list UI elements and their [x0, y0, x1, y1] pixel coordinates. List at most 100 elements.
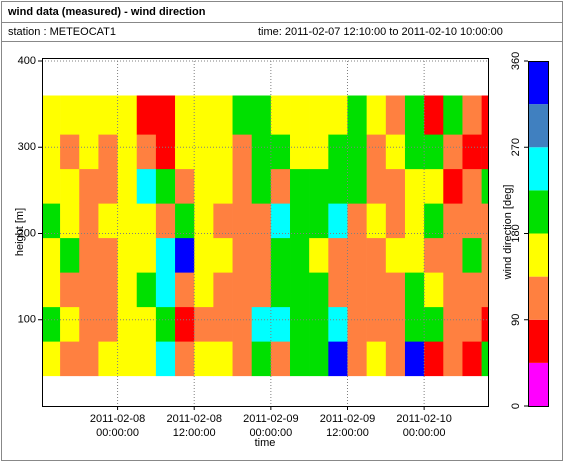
cell [79, 95, 99, 135]
cell [309, 341, 329, 377]
cell [213, 95, 233, 135]
cell [60, 95, 80, 135]
cell [481, 203, 489, 239]
cell [347, 134, 367, 170]
cell [79, 341, 99, 377]
cell [366, 134, 387, 170]
cell [232, 237, 252, 273]
cell [117, 134, 138, 170]
cell [404, 272, 425, 308]
cell [309, 203, 329, 239]
cell [404, 95, 425, 135]
cell [328, 168, 348, 204]
x-tick-label: 2011-02-09 00:00:00 [243, 413, 298, 439]
cell [60, 134, 80, 170]
cell [443, 306, 463, 342]
cell [194, 306, 214, 342]
colorbar-segment [528, 276, 548, 320]
cell [385, 341, 406, 377]
cell [270, 272, 291, 308]
cell [175, 134, 195, 170]
cell [251, 168, 272, 204]
cell [404, 306, 425, 342]
cell [462, 203, 482, 239]
cell [117, 95, 138, 135]
cell [290, 95, 310, 135]
cell [79, 168, 99, 204]
cell [424, 203, 444, 239]
cell [60, 272, 80, 308]
cell [366, 95, 387, 135]
cell [117, 272, 138, 308]
cell [290, 306, 310, 342]
cell [328, 134, 348, 170]
cell [42, 203, 61, 239]
cell [309, 237, 329, 273]
cell [309, 272, 329, 308]
cell [481, 306, 489, 342]
cell [385, 168, 406, 204]
cell [175, 168, 195, 204]
cell [270, 306, 291, 342]
x-tick-label: 2011-02-09 12:00:00 [320, 413, 375, 439]
cell [347, 168, 367, 204]
cell [175, 341, 195, 377]
cell [290, 203, 310, 239]
cell [443, 203, 463, 239]
cell [404, 168, 425, 204]
cell [232, 306, 252, 342]
cell [270, 168, 291, 204]
colorbar-tick-label: 90 [510, 314, 522, 326]
cell [270, 341, 291, 377]
cell [251, 306, 272, 342]
cell [117, 341, 138, 377]
cell [251, 272, 272, 308]
colorbar-segment [528, 362, 548, 406]
cell [328, 237, 348, 273]
cell [462, 306, 482, 342]
cell [443, 134, 463, 170]
cell [79, 237, 99, 273]
cell [404, 203, 425, 239]
cell [424, 237, 444, 273]
cell [232, 134, 252, 170]
cell [424, 272, 444, 308]
cell [347, 341, 367, 377]
cell [155, 134, 176, 170]
cell [366, 203, 387, 239]
cell [481, 341, 489, 377]
cell [424, 95, 444, 135]
cell [213, 237, 233, 273]
cell [385, 95, 406, 135]
cell [98, 168, 118, 204]
cell [270, 203, 291, 239]
cell [443, 95, 463, 135]
cell [481, 134, 489, 170]
cell [213, 168, 233, 204]
cell [290, 341, 310, 377]
cell [481, 272, 489, 308]
cell [98, 203, 118, 239]
cell [155, 306, 176, 342]
cell [79, 134, 99, 170]
cell [155, 341, 176, 377]
cell [155, 272, 176, 308]
cell [251, 237, 272, 273]
cell [385, 272, 406, 308]
colorbar-segment [528, 147, 548, 191]
cell [347, 95, 367, 135]
cell [309, 168, 329, 204]
cell [385, 203, 406, 239]
cell [232, 95, 252, 135]
cell [328, 272, 348, 308]
cell [424, 134, 444, 170]
cell [213, 134, 233, 170]
period: time: 2011-02-07 12:10:00 to 2011-02-10 … [258, 26, 503, 38]
cell [60, 168, 80, 204]
cell [175, 306, 195, 342]
cell [42, 168, 61, 204]
plot-border [42, 58, 489, 407]
cell [60, 203, 80, 239]
cell [79, 272, 99, 308]
cell [213, 203, 233, 239]
